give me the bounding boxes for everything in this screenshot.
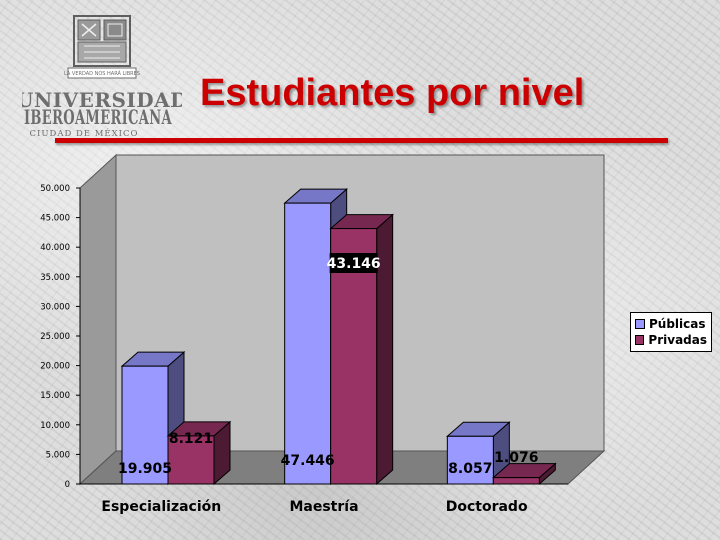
bar (284, 202, 332, 485)
y-tick-label: 45.000 (40, 214, 70, 224)
bar (121, 365, 169, 485)
bar-value-label: 47.446 (281, 453, 335, 469)
legend-label-publicas: Públicas (649, 317, 706, 331)
legend-swatch-publicas (635, 319, 645, 329)
y-tick-label: 50.000 (40, 184, 70, 194)
bar (492, 477, 540, 485)
legend-label-privadas: Privadas (648, 333, 707, 347)
bar-value-label: 43.146 (327, 256, 381, 272)
bar-value-label: 1.076 (494, 450, 538, 466)
logo-line-iberoamericana: IBEROAMERICANA (24, 105, 172, 129)
y-tick-label: 0 (65, 480, 70, 490)
legend-item-privadas: Privadas (635, 332, 707, 348)
category-label: Maestría (289, 499, 358, 515)
y-tick-label: 35.000 (40, 273, 70, 283)
legend-item-publicas: Públicas (635, 316, 707, 332)
chart-side-wall (79, 153, 117, 486)
y-tick-label: 10.000 (40, 421, 70, 431)
bar-value-label-box (329, 253, 378, 273)
bar-value-label: 8.121 (169, 431, 213, 447)
legend-swatch-privadas (635, 335, 645, 345)
title-underline (55, 138, 668, 143)
logo-motto: LA VERDAD NOS HARÁ LIBRES (64, 70, 140, 77)
y-tick-label: 30.000 (40, 302, 70, 312)
logo-line-city: CIUDAD DE MÉXICO (29, 127, 138, 139)
logo-line-universidad: UNIVERSIDAD (22, 88, 182, 112)
y-tick-label: 20.000 (40, 362, 70, 372)
category-label: Doctorado (446, 499, 528, 515)
university-logo: LA VERDAD NOS HARÁ LIBRES UNIVERSIDAD IB… (16, 12, 187, 142)
page-title: Estudiantes por nivel (200, 72, 585, 114)
category-label: Especialización (101, 499, 221, 515)
chart-legend: Públicas Privadas (630, 312, 712, 352)
y-tick-label: 15.000 (40, 391, 70, 401)
crest-icon (67, 15, 137, 79)
y-tick-label: 5.000 (46, 450, 70, 460)
y-tick-label: 40.000 (40, 243, 70, 253)
bar (167, 435, 215, 485)
bar-side (376, 213, 394, 486)
bar-value-label: 19.905 (118, 461, 172, 477)
bar-value-label: 8.057 (448, 461, 492, 477)
bar (446, 435, 494, 485)
y-tick-label: 25.000 (40, 332, 70, 342)
